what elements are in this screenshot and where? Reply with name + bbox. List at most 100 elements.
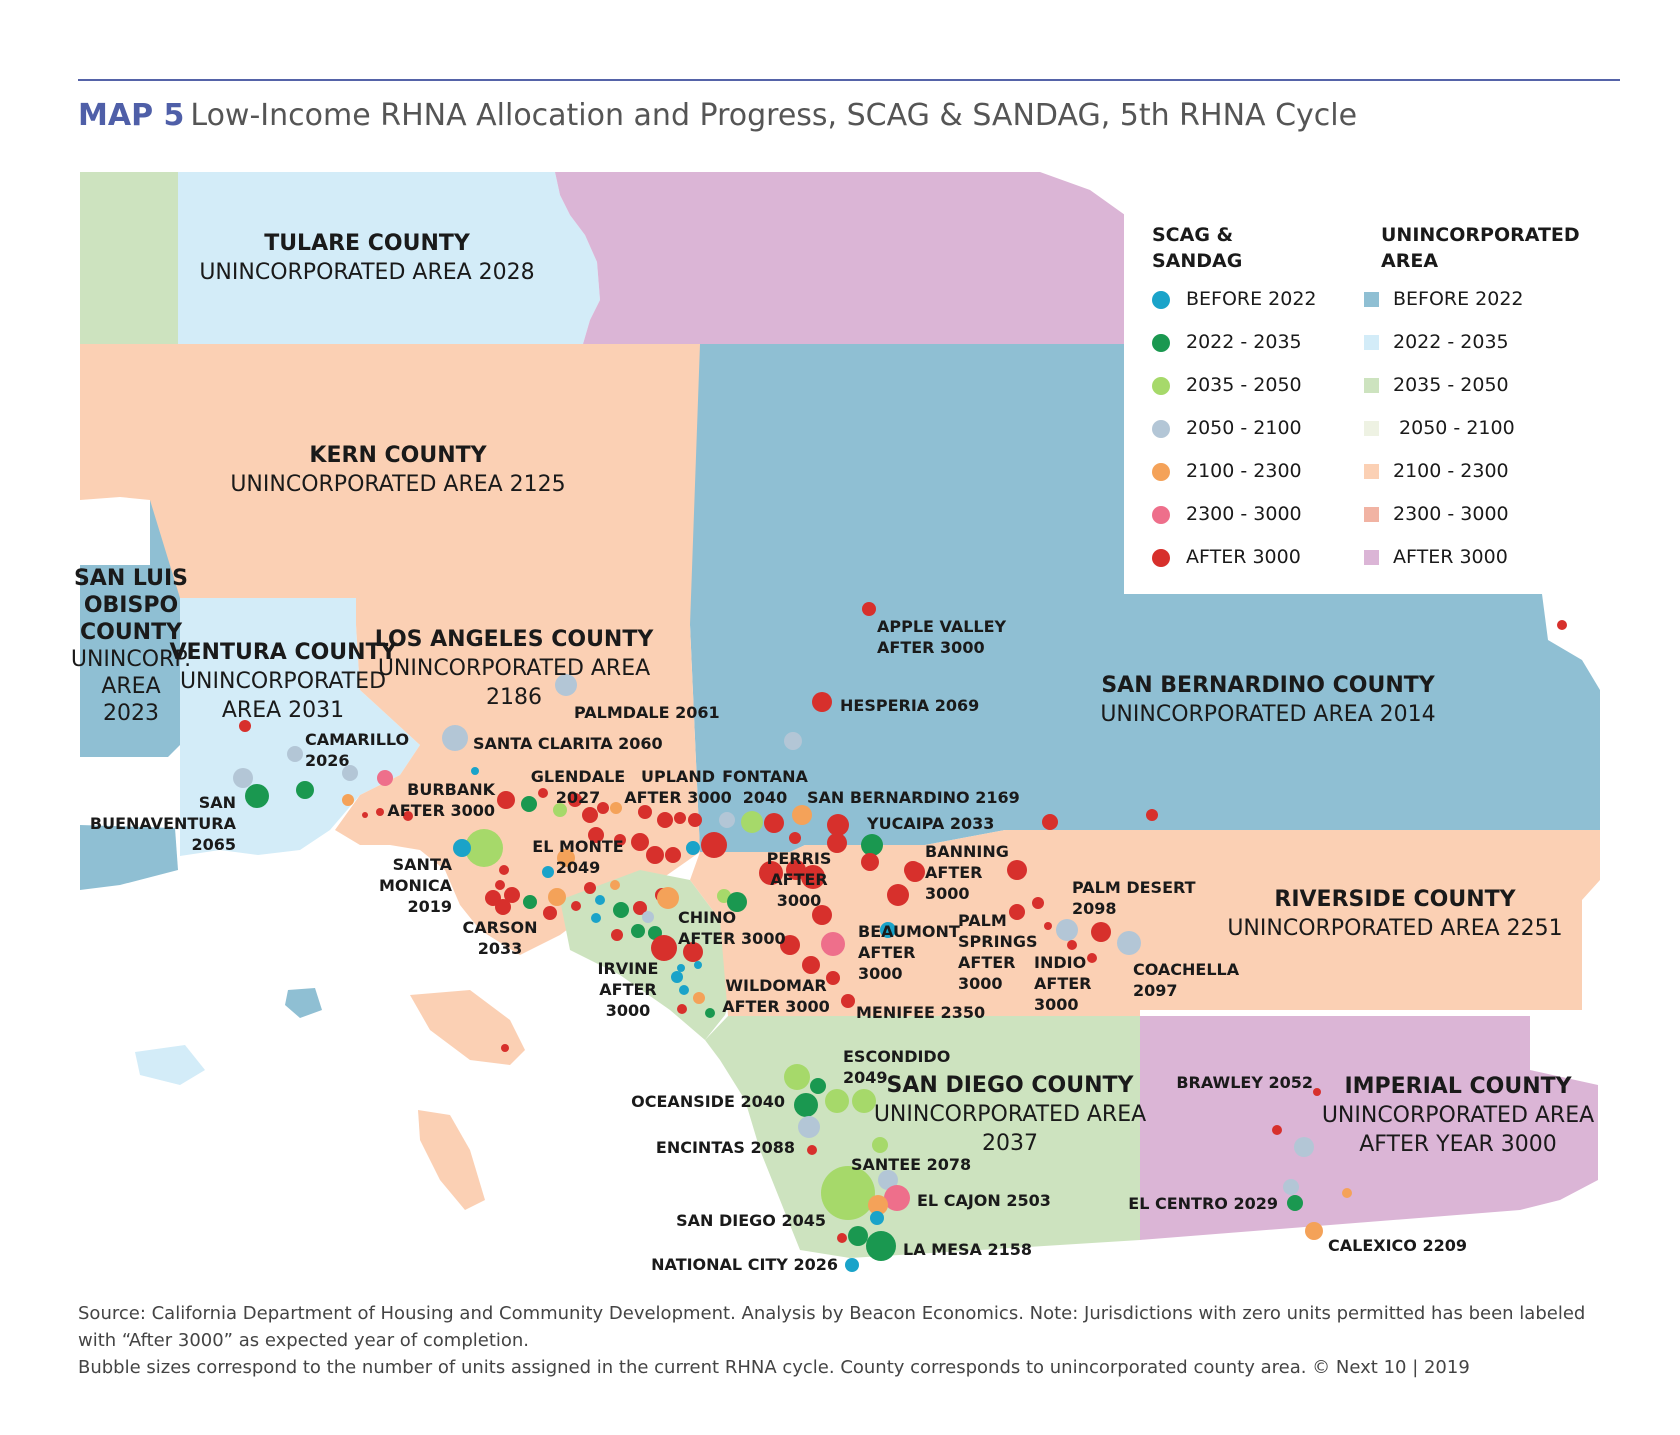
bubble — [377, 770, 393, 786]
bubble — [611, 929, 623, 941]
bubble — [543, 906, 557, 920]
ventura-county-label: VENTURA COUNTY — [169, 640, 397, 665]
slo-county-sub-2: AREA — [101, 674, 160, 699]
bubble — [683, 942, 703, 962]
bubble — [1032, 897, 1044, 909]
bubble — [588, 827, 604, 843]
after3000-northeast-area — [555, 172, 1125, 344]
encinitas-label: ENCINTAS 2088 — [656, 1138, 795, 1157]
imperial-county-label: IMPERIAL COUNTY — [1344, 1074, 1572, 1099]
legend-dot-icon — [1152, 462, 1170, 481]
bubble — [801, 865, 825, 889]
bubble — [1305, 1222, 1323, 1240]
legend-area-label: 2100 - 2300 — [1393, 460, 1509, 482]
legend-area-label: BEFORE 2022 — [1393, 288, 1524, 310]
legend-city-item: 2300 - 3000 — [1152, 501, 1302, 527]
kern-county-area — [80, 344, 700, 625]
imperial-county-area — [1140, 1016, 1598, 1240]
palm-springs-label-1: PALM — [958, 911, 1007, 930]
legend-area-label: AFTER 3000 — [1393, 546, 1508, 568]
bubble — [614, 834, 626, 846]
bubble — [342, 765, 358, 781]
carson-label-1: CARSON — [463, 918, 538, 937]
ventura-county-sub-2: AREA 2031 — [222, 698, 344, 723]
bubble — [633, 901, 647, 915]
legend-area-label: 2050 - 2100 — [1393, 417, 1515, 439]
legend-swatch-icon — [1364, 335, 1379, 350]
glendale-label-2: 2027 — [556, 788, 601, 807]
irvine-label-1: IRVINE — [598, 959, 659, 978]
el-monte-label-2: 2049 — [556, 858, 601, 877]
bubble — [852, 1089, 876, 1113]
bubble — [610, 880, 620, 890]
bubble — [1087, 953, 1097, 963]
bubble — [597, 802, 609, 814]
legend-dot-icon — [1152, 333, 1170, 352]
legend-city-label: BEFORE 2022 — [1186, 288, 1317, 310]
bubble — [719, 812, 735, 828]
bubble — [495, 880, 505, 890]
tulare-county-label: TULARE COUNTY — [264, 231, 471, 256]
la-county-sub-1: UNINCORPORATED AREA — [378, 656, 650, 681]
coast-strip-west — [80, 825, 178, 890]
san-buenaventura-label-3: 2065 — [191, 835, 236, 854]
escondido-label-2: 2049 — [843, 1068, 888, 1087]
apple-valley-label-1: APPLE VALLEY — [877, 617, 1007, 636]
legend-area-label: 2022 - 2035 — [1393, 331, 1509, 353]
imperial-county-sub-2: AFTER YEAR 3000 — [1359, 1132, 1557, 1157]
legend-dot-icon — [1152, 376, 1170, 395]
perris-label-1: PERRIS — [767, 849, 832, 868]
banning-label-2: AFTER — [925, 863, 982, 882]
bubble — [884, 1185, 910, 1211]
wildomar-label-1: WILDOMAR — [725, 976, 826, 995]
bubble — [465, 829, 503, 867]
bubble — [677, 1004, 687, 1014]
bubble — [568, 793, 582, 807]
bubble — [296, 781, 314, 799]
santa-monica-label-1: SANTA — [393, 855, 453, 874]
region-top-left-strip — [80, 172, 178, 344]
bubble — [866, 1231, 896, 1261]
bubble — [1283, 1179, 1299, 1195]
bubble — [638, 805, 652, 819]
indio-label-2: AFTER — [1034, 974, 1091, 993]
palmdale-label: PALMDALE 2061 — [574, 703, 720, 722]
bubble — [504, 887, 520, 903]
slo-county-label-3: COUNTY — [80, 620, 183, 645]
bubble — [870, 1211, 884, 1225]
menifee-label: MENIFEE 2350 — [856, 1003, 985, 1022]
legend-city-item: 2050 - 2100 — [1152, 415, 1302, 441]
los-angeles-county-area — [335, 625, 700, 955]
island-light-blue — [135, 1045, 205, 1085]
map-title: Low-Income RHNA Allocation and Progress,… — [190, 98, 1358, 133]
riverside-county-label: RIVERSIDE COUNTY — [1274, 887, 1516, 912]
bubble — [759, 861, 783, 885]
slo-county-label-1: SAN LUIS — [74, 566, 188, 591]
san-bernardino-city-label: SAN BERNARDINO 2169 — [807, 788, 1020, 807]
san-buenaventura-label-1: SAN — [199, 793, 236, 812]
san-buenaventura-label-2: BUENAVENTURA — [90, 814, 237, 833]
map-number: MAP 5 — [78, 98, 185, 133]
indio-label-3: 3000 — [1034, 995, 1079, 1014]
bubble — [1557, 620, 1567, 630]
riverside-county-sub: UNINCORPORATED AREA 2251 — [1227, 916, 1562, 941]
bubble — [784, 732, 802, 750]
bubble — [1146, 809, 1158, 821]
fontana-label-1: FONTANA — [722, 767, 808, 786]
ventura-county-sub-1: UNINCORPORATED — [180, 669, 386, 694]
bubble — [812, 692, 832, 712]
bubble — [497, 791, 515, 809]
bubble — [403, 811, 413, 821]
legend-dot-icon — [1152, 419, 1170, 438]
legend-swatch-icon — [1364, 378, 1379, 393]
apple-valley-label-2: AFTER 3000 — [877, 638, 985, 657]
kern-county-sub: UNINCORPORATED AREA 2125 — [230, 472, 565, 497]
burbank-label-2: AFTER 3000 — [387, 801, 495, 820]
bubble — [1342, 1188, 1352, 1198]
calexico-label: CALEXICO 2209 — [1328, 1236, 1467, 1255]
legend-dot-icon — [1152, 290, 1170, 309]
bubble — [845, 1258, 859, 1272]
legend-area-item: 2100 - 2300 — [1364, 458, 1509, 484]
bubble — [233, 768, 253, 788]
santa-clarita-label: SANTA CLARITA 2060 — [473, 734, 663, 753]
